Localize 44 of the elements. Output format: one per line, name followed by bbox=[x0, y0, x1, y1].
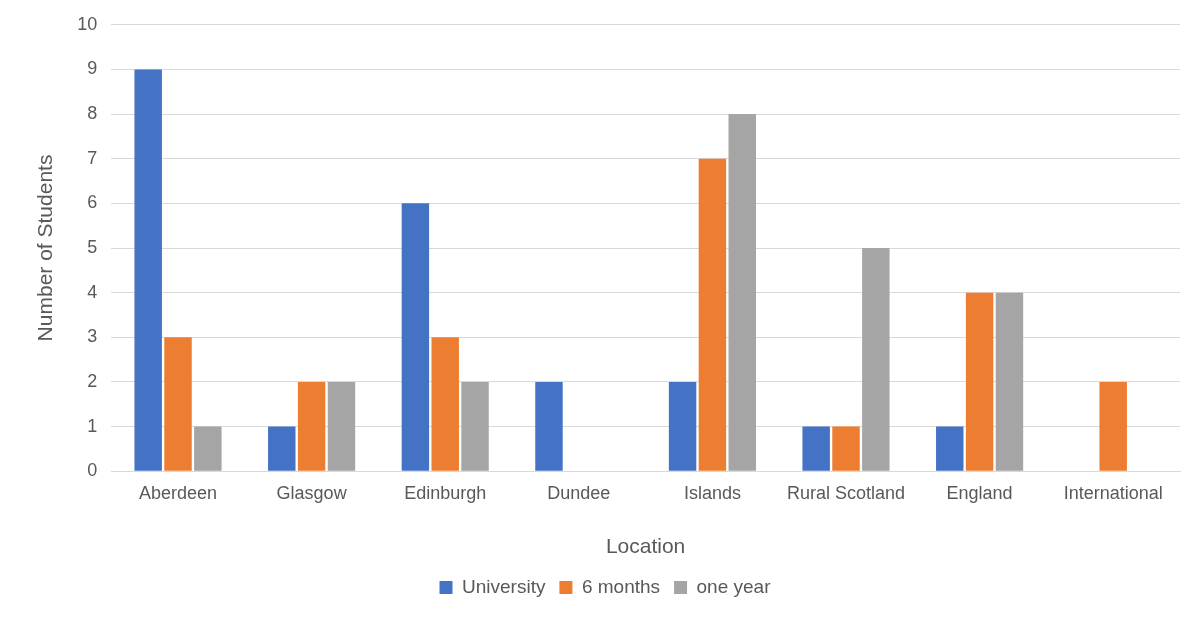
x-tick-label: Rural Scotland bbox=[786, 482, 906, 503]
x-tick-label: Islands bbox=[683, 482, 741, 503]
x-tick-label: Aberdeen bbox=[138, 482, 218, 503]
bar bbox=[134, 69, 162, 471]
bar bbox=[268, 426, 296, 471]
bar bbox=[936, 426, 964, 471]
x-axis-title: Location bbox=[605, 534, 686, 558]
bar bbox=[862, 248, 890, 471]
bar bbox=[164, 337, 192, 471]
y-tick-label: 9 bbox=[87, 58, 98, 79]
x-tick-label: International bbox=[1063, 482, 1163, 503]
legend-label: University bbox=[462, 575, 546, 597]
bar bbox=[327, 381, 356, 471]
y-tick-label: 3 bbox=[87, 326, 98, 347]
y-axis-title: Number of Students bbox=[33, 154, 57, 342]
y-tick-label: 5 bbox=[87, 236, 98, 257]
y-tick-label: 8 bbox=[87, 103, 98, 124]
bar bbox=[995, 292, 1024, 471]
bar bbox=[832, 426, 860, 471]
bar bbox=[535, 381, 563, 471]
y-tick-label: 2 bbox=[87, 370, 98, 391]
x-tick-label: England bbox=[946, 482, 1013, 503]
bar bbox=[965, 292, 994, 471]
bar bbox=[698, 158, 727, 471]
legend-label: one year bbox=[696, 575, 772, 597]
bar bbox=[194, 426, 222, 471]
y-tick-label: 0 bbox=[87, 460, 98, 481]
y-tick-label: 10 bbox=[77, 13, 98, 34]
bar bbox=[461, 381, 489, 471]
y-tick-label: 1 bbox=[87, 415, 98, 436]
bar bbox=[668, 381, 697, 471]
x-tick-label: Edinburgh bbox=[404, 482, 487, 503]
y-tick-label: 4 bbox=[87, 281, 98, 302]
bar bbox=[1099, 381, 1127, 471]
legend-label: 6 months bbox=[581, 575, 661, 597]
bar bbox=[431, 337, 459, 471]
bar bbox=[802, 426, 830, 471]
x-tick-label: Glasgow bbox=[276, 482, 348, 503]
y-tick-label: 7 bbox=[87, 147, 98, 168]
bar bbox=[401, 203, 430, 471]
x-tick-label: Dundee bbox=[547, 482, 611, 503]
y-tick-label: 6 bbox=[87, 192, 98, 213]
bar bbox=[297, 381, 326, 471]
bar bbox=[728, 114, 756, 471]
